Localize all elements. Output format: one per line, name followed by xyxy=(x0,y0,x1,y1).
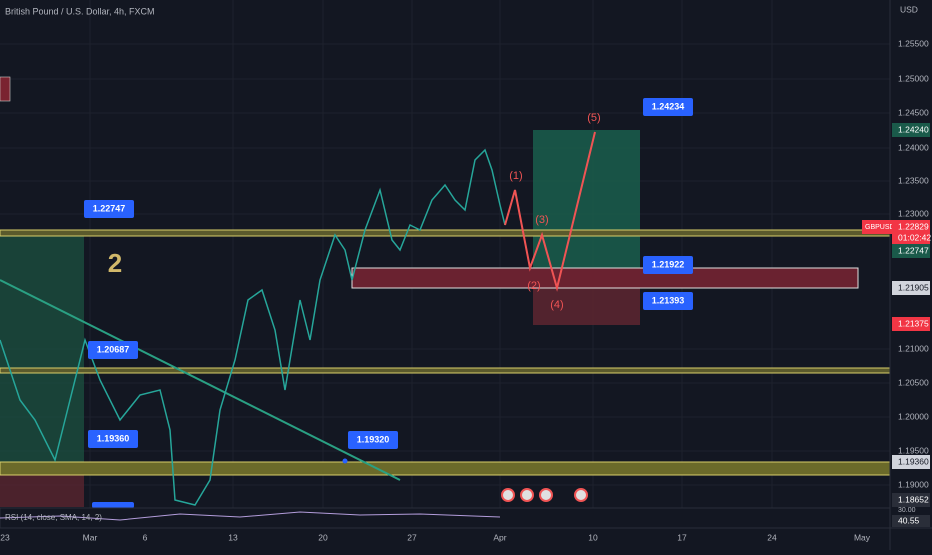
price-highlight: 1.21905 xyxy=(898,282,929,292)
callout: 1.24234 xyxy=(652,101,685,111)
price-highlight: 1.18652 xyxy=(898,494,929,504)
anchor xyxy=(342,458,348,464)
wave-label: (1) xyxy=(509,170,522,182)
trend-line xyxy=(0,279,401,481)
price-label: 1.19500 xyxy=(898,445,929,455)
resistance-band xyxy=(0,229,891,237)
price-line xyxy=(0,148,506,506)
symbol-label: GBPUSD xyxy=(865,224,895,231)
wave-label: (5) xyxy=(587,112,600,124)
rsi-value: 40.55 xyxy=(898,515,920,525)
price-label: 1.24000 xyxy=(898,142,929,152)
rsi-pane xyxy=(0,507,891,529)
time-label: 10 xyxy=(588,532,598,542)
time-label: Apr xyxy=(493,532,506,542)
support-band-low xyxy=(0,461,891,476)
price-axis: USD 1.25500 1.25000 1.24500 1.24000 1.23… xyxy=(862,4,931,527)
rsi-level: 30.00 xyxy=(898,507,916,514)
price-label: 1.25500 xyxy=(898,38,929,48)
price-label: 1.25000 xyxy=(898,73,929,83)
callout: 1.22747 xyxy=(93,203,126,213)
grid xyxy=(0,0,890,528)
price-highlight: 1.24240 xyxy=(898,124,929,134)
time-label: 23 xyxy=(0,532,10,542)
annotation: 2 xyxy=(108,248,122,278)
left-green-zone xyxy=(0,232,84,462)
price-highlight: 1.22747 xyxy=(898,245,929,255)
price-label: 1.23500 xyxy=(898,175,929,185)
time-label: 20 xyxy=(318,532,328,542)
currency: USD xyxy=(900,4,918,14)
time-label: 24 xyxy=(767,532,777,542)
wave-label: (3) xyxy=(535,214,548,226)
small-box xyxy=(0,76,11,102)
price-highlight: 1.19360 xyxy=(898,456,929,466)
time-label: 27 xyxy=(407,532,417,542)
countdown: 01:02:42 xyxy=(898,232,931,242)
price-label: 1.24500 xyxy=(898,107,929,117)
time-label: 17 xyxy=(677,532,687,542)
wave-label: (2) xyxy=(527,280,540,292)
callout: 1.20687 xyxy=(97,344,130,354)
price-highlight: 1.22829 xyxy=(898,221,929,231)
price-label: 1.19000 xyxy=(898,479,929,489)
event-icons xyxy=(501,488,588,502)
price-highlight: 1.21375 xyxy=(898,318,929,328)
wave-label: (4) xyxy=(550,299,563,311)
callout: 1.19320 xyxy=(357,434,390,444)
rsi-line xyxy=(0,511,501,521)
wave-projection xyxy=(504,131,596,292)
callout: 1.21393 xyxy=(652,295,685,305)
price-label: 1.23000 xyxy=(898,208,929,218)
callout: 1.21922 xyxy=(652,259,685,269)
target-zone xyxy=(533,130,640,288)
time-label: Mar xyxy=(83,532,98,542)
demand-box xyxy=(351,267,859,289)
price-label: 1.20500 xyxy=(898,377,929,387)
callout: 1.19360 xyxy=(97,433,130,443)
time-axis: 23 Mar 6 13 20 27 Apr 10 17 24 May xyxy=(0,532,871,542)
time-label: May xyxy=(854,532,871,542)
callouts: 1.22747 1.20687 1.19360 1.19320 1.24234 … xyxy=(84,98,693,508)
indicator-label: RSI (14, close, SMA, 14, 2) xyxy=(5,513,102,522)
support-band xyxy=(0,367,891,374)
chart-title: British Pound / U.S. Dollar, 4h, FXCM xyxy=(5,6,155,16)
time-label: 13 xyxy=(228,532,238,542)
stop-zone xyxy=(533,288,640,325)
price-label: 1.21000 xyxy=(898,343,929,353)
time-label: 6 xyxy=(143,532,148,542)
price-label: 1.20000 xyxy=(898,411,929,421)
